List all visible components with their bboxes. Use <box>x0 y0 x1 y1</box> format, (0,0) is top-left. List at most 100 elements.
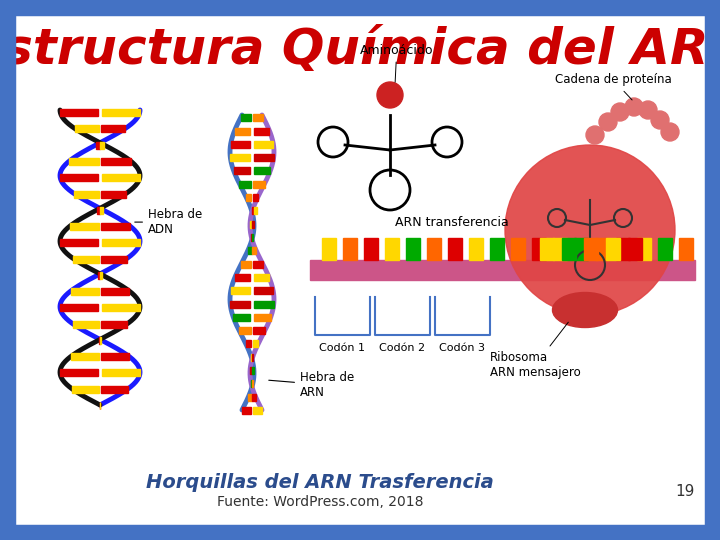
Bar <box>254 314 271 321</box>
Bar <box>616 238 630 260</box>
Bar <box>70 223 99 230</box>
Bar <box>241 114 251 121</box>
Text: Hebra de
ADN: Hebra de ADN <box>135 208 202 236</box>
Bar <box>101 125 125 132</box>
Bar <box>100 207 103 214</box>
Bar <box>253 407 262 414</box>
Bar <box>98 272 100 279</box>
Bar <box>310 260 695 280</box>
Bar <box>254 301 274 308</box>
Bar <box>553 238 567 260</box>
Bar <box>60 369 99 376</box>
Bar <box>102 288 130 295</box>
Bar <box>235 127 251 134</box>
Text: Aminoácido: Aminoácido <box>360 44 433 82</box>
Circle shape <box>377 82 403 108</box>
Bar <box>100 337 101 344</box>
Bar <box>251 380 252 387</box>
Bar <box>230 301 250 308</box>
Bar <box>233 167 250 174</box>
Bar <box>658 238 672 260</box>
Bar <box>469 238 483 260</box>
Bar <box>100 141 104 149</box>
Bar <box>253 261 263 268</box>
Bar <box>540 238 554 260</box>
Bar <box>253 194 258 201</box>
Text: ARN transferencia: ARN transferencia <box>395 217 509 230</box>
Bar <box>254 207 256 214</box>
Bar <box>637 238 651 260</box>
Bar <box>584 238 598 260</box>
Bar <box>248 394 252 401</box>
Bar <box>75 125 99 132</box>
Bar <box>448 238 462 260</box>
Bar <box>96 141 100 149</box>
Circle shape <box>651 111 669 129</box>
Bar <box>252 380 253 387</box>
Bar <box>248 247 251 254</box>
Bar <box>490 238 504 260</box>
Bar <box>102 174 140 181</box>
Bar <box>606 238 620 260</box>
Bar <box>254 167 271 174</box>
Bar <box>251 207 254 214</box>
Bar <box>254 154 274 161</box>
Bar <box>322 238 336 260</box>
Bar <box>253 340 258 347</box>
Bar <box>60 174 99 181</box>
Bar <box>253 274 269 281</box>
Bar <box>364 238 378 260</box>
Text: Codón 1: Codón 1 <box>319 343 365 353</box>
Circle shape <box>586 126 604 144</box>
Bar <box>406 238 420 260</box>
Circle shape <box>599 113 617 131</box>
Bar <box>595 238 609 260</box>
Bar <box>69 158 99 165</box>
Bar <box>253 327 265 334</box>
Circle shape <box>661 123 679 141</box>
Bar <box>252 221 254 228</box>
Bar <box>71 353 99 360</box>
Bar <box>101 321 127 328</box>
Bar <box>101 255 127 262</box>
Bar <box>99 337 100 344</box>
Bar <box>254 287 273 294</box>
Text: Codón 2: Codón 2 <box>379 343 425 353</box>
Bar <box>101 386 128 393</box>
Bar <box>230 154 250 161</box>
Bar <box>385 238 399 260</box>
Bar <box>97 207 100 214</box>
Bar <box>679 238 693 260</box>
Bar <box>102 158 130 165</box>
Bar <box>628 238 642 260</box>
Bar <box>60 305 99 312</box>
Bar <box>562 238 576 260</box>
Bar <box>254 141 274 148</box>
Text: Horquillas del ARN Trasferencia: Horquillas del ARN Trasferencia <box>146 472 494 491</box>
Bar <box>252 394 256 401</box>
Bar <box>102 223 130 230</box>
Bar <box>74 191 99 198</box>
Text: Ribosoma
ARN mensajero: Ribosoma ARN mensajero <box>490 322 581 379</box>
Circle shape <box>625 98 643 116</box>
Bar <box>231 287 250 294</box>
Bar <box>241 261 251 268</box>
Bar <box>72 386 99 393</box>
Bar <box>252 367 254 374</box>
Bar <box>246 194 251 201</box>
Bar <box>102 109 140 116</box>
Bar <box>253 114 263 121</box>
Bar <box>102 369 140 376</box>
Bar <box>101 353 129 360</box>
Text: Fuente: WordPress.com, 2018: Fuente: WordPress.com, 2018 <box>217 495 423 509</box>
Bar <box>240 181 251 188</box>
Bar <box>242 407 251 414</box>
Bar <box>235 274 251 281</box>
Bar <box>60 109 99 116</box>
Bar <box>71 288 99 295</box>
Bar <box>102 305 140 312</box>
Bar <box>253 181 264 188</box>
Bar <box>239 327 251 334</box>
Text: Estructura Química del ARN: Estructura Química del ARN <box>0 26 720 74</box>
Text: Codón 3: Codón 3 <box>439 343 485 353</box>
